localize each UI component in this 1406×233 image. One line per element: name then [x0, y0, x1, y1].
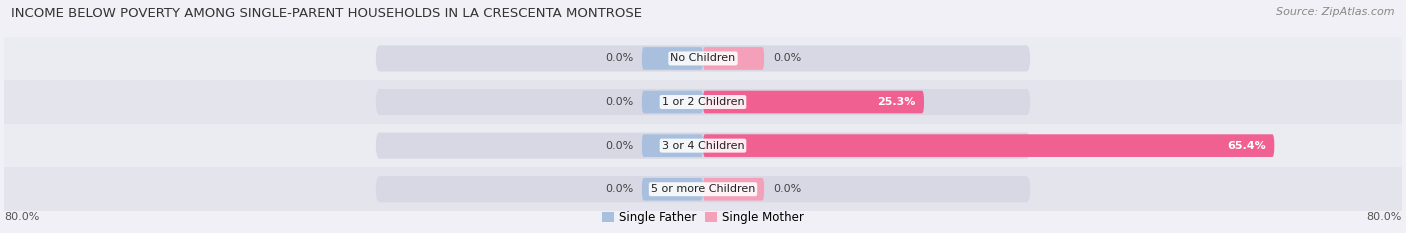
Text: 3 or 4 Children: 3 or 4 Children [662, 141, 744, 151]
FancyBboxPatch shape [375, 45, 1031, 72]
Text: 80.0%: 80.0% [1367, 212, 1402, 222]
FancyBboxPatch shape [703, 178, 763, 201]
FancyBboxPatch shape [703, 91, 924, 113]
Text: No Children: No Children [671, 53, 735, 63]
Text: 65.4%: 65.4% [1227, 141, 1265, 151]
FancyBboxPatch shape [375, 176, 1031, 202]
Text: 0.0%: 0.0% [773, 53, 801, 63]
FancyBboxPatch shape [643, 134, 703, 157]
FancyBboxPatch shape [375, 89, 1031, 115]
Text: Source: ZipAtlas.com: Source: ZipAtlas.com [1277, 7, 1395, 17]
FancyBboxPatch shape [643, 91, 703, 113]
Text: 25.3%: 25.3% [877, 97, 915, 107]
Text: 0.0%: 0.0% [605, 141, 633, 151]
Bar [4, 124, 1402, 168]
Legend: Single Father, Single Mother: Single Father, Single Mother [598, 206, 808, 229]
Bar [4, 37, 1402, 80]
FancyBboxPatch shape [375, 133, 1031, 159]
Text: INCOME BELOW POVERTY AMONG SINGLE-PARENT HOUSEHOLDS IN LA CRESCENTA MONTROSE: INCOME BELOW POVERTY AMONG SINGLE-PARENT… [11, 7, 643, 20]
Text: 80.0%: 80.0% [4, 212, 39, 222]
Text: 0.0%: 0.0% [605, 53, 633, 63]
Text: 0.0%: 0.0% [605, 97, 633, 107]
FancyBboxPatch shape [643, 47, 703, 70]
Bar [4, 168, 1402, 211]
Bar [4, 80, 1402, 124]
Text: 1 or 2 Children: 1 or 2 Children [662, 97, 744, 107]
Text: 0.0%: 0.0% [773, 184, 801, 194]
Text: 5 or more Children: 5 or more Children [651, 184, 755, 194]
FancyBboxPatch shape [703, 47, 763, 70]
FancyBboxPatch shape [703, 134, 1274, 157]
FancyBboxPatch shape [643, 178, 703, 201]
Text: 0.0%: 0.0% [605, 184, 633, 194]
